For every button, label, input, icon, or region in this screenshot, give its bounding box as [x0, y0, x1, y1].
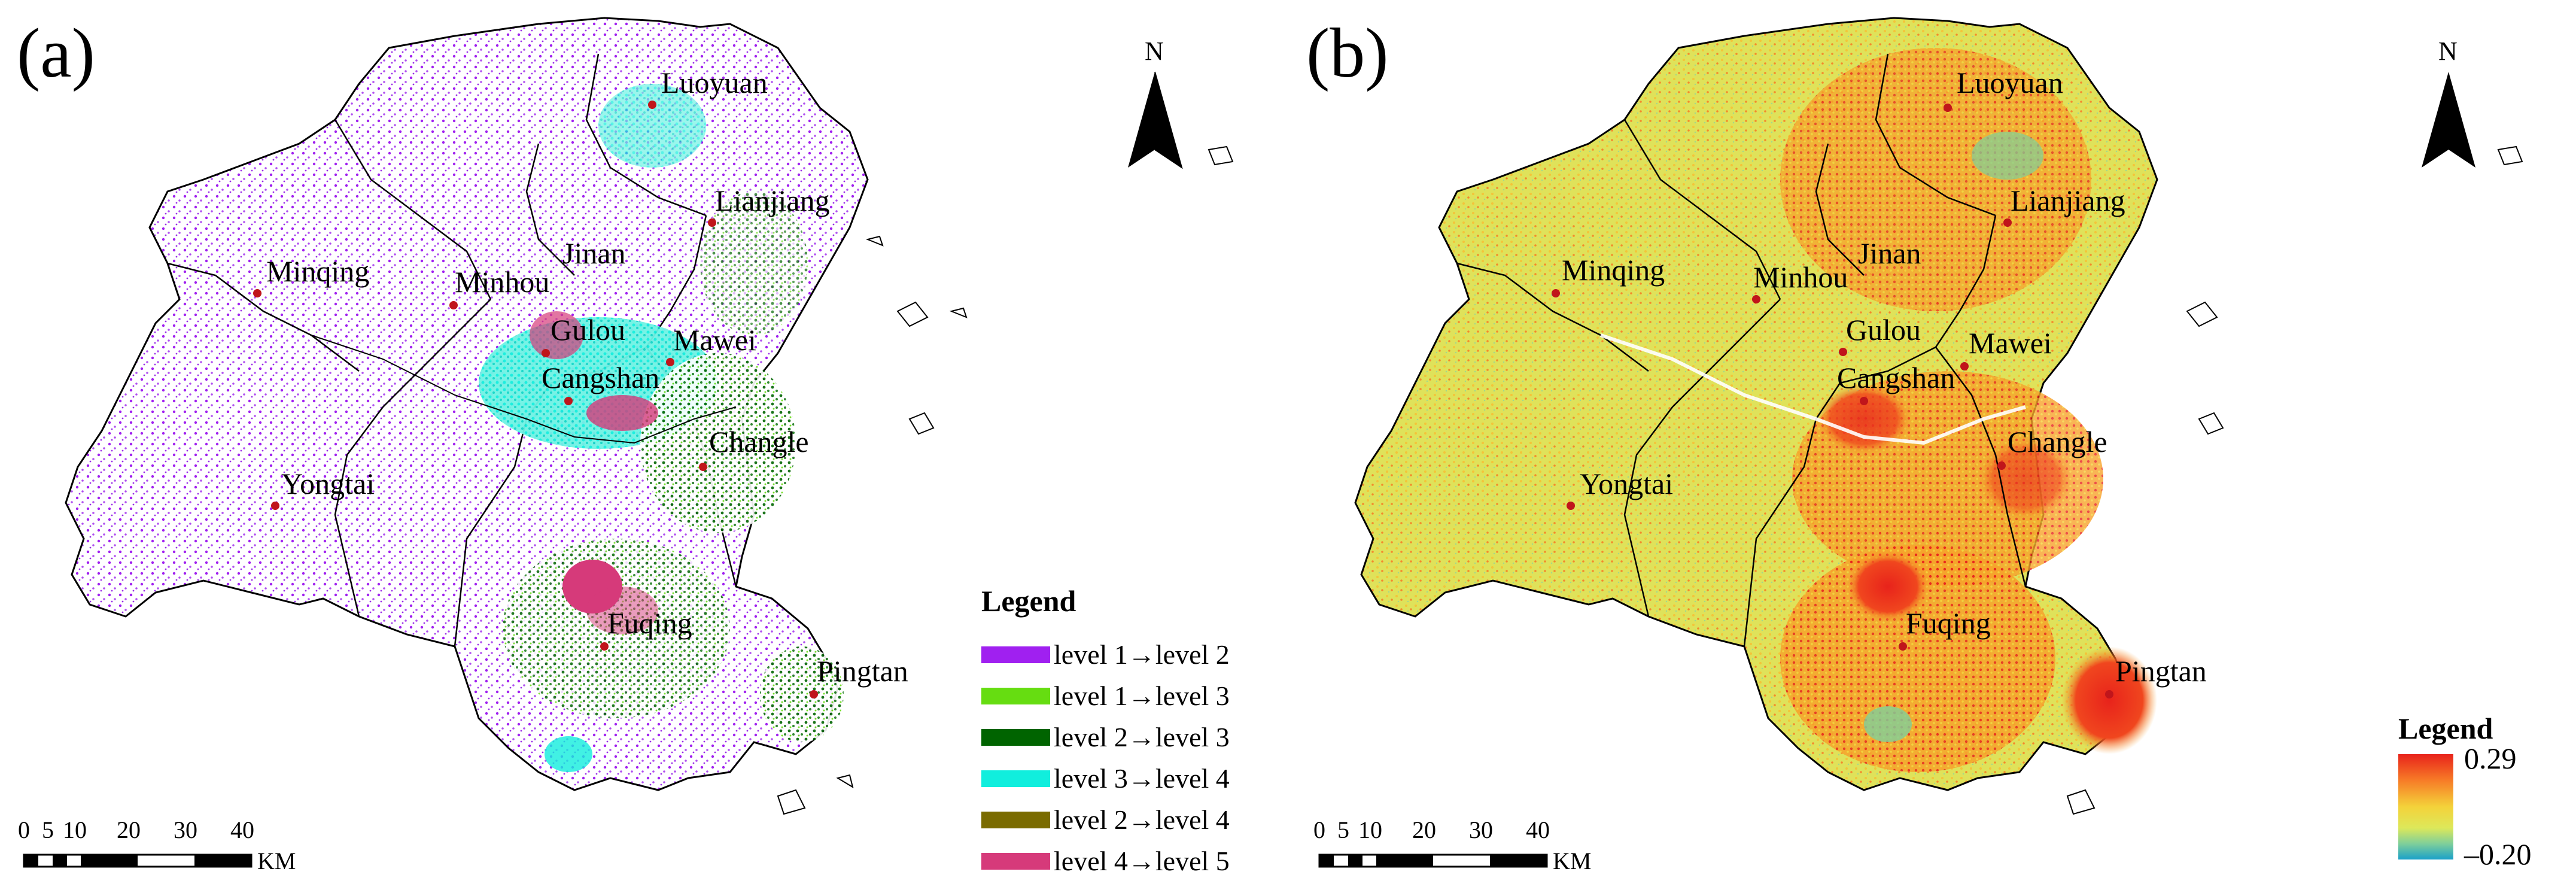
city-label-luoyuan: Luoyuan [661, 66, 768, 99]
legend-title: Legend [981, 584, 1076, 618]
scale-tick-40: 40 [230, 816, 254, 843]
legend-item: level 3→level 4 [981, 758, 1281, 799]
city-label-luoyuan: Luoyuan [1957, 66, 2063, 99]
islands [777, 145, 1234, 815]
city-labels: Luoyuan Lianjiang Jinan Minqing Minhou G… [266, 66, 908, 688]
legend-item: level 4→level 5 [981, 840, 1281, 882]
city-label-changle: Changle [2008, 425, 2107, 458]
legend-item: level 1→level 2 [981, 634, 1281, 675]
city-label-mawei: Mawei [1969, 326, 2052, 360]
scale-tick-40: 40 [1526, 816, 1550, 843]
legend-swatch [981, 811, 1050, 828]
panel-label: (a) [17, 14, 95, 92]
scale-tick-0: 0 [1313, 816, 1325, 843]
city-markers [1552, 104, 2113, 698]
city-label-lianjiang: Lianjiang [715, 184, 830, 217]
color-ramp-bar [2398, 754, 2453, 859]
city-label-minqing: Minqing [266, 254, 369, 288]
scale-bar: 0 5 10 20 30 40 KM [1313, 816, 1591, 874]
city-label-mawei: Mawei [673, 323, 756, 357]
city-label-cangshan: Cangshan [1837, 361, 1955, 394]
legend-swatch [981, 770, 1050, 787]
scale-tick-10: 10 [1358, 816, 1382, 843]
panel-b: (b) [1289, 0, 2576, 896]
city-label-changle: Changle [709, 425, 809, 458]
scale-unit: KM [1553, 848, 1591, 874]
map-a: Luoyuan Lianjiang Jinan Minqing Minhou G… [18, 17, 1234, 874]
legend-swatch [981, 728, 1050, 746]
legend-item-label: level 3→level 4 [1054, 763, 1230, 794]
scale-tick-5: 5 [42, 816, 54, 843]
scale-tick-20: 20 [117, 816, 141, 843]
legend-title: Legend [2398, 712, 2493, 745]
ramp-min-label: –0.20 [2464, 837, 2532, 871]
panel-a: (a) [0, 0, 1287, 896]
legend-item-label: level 2→level 3 [1054, 722, 1230, 752]
district-boundaries [1456, 53, 2027, 647]
index-hotspots [1780, 48, 2157, 772]
city-label-gulou: Gulou [551, 313, 625, 347]
scale-tick-0: 0 [18, 816, 30, 843]
legend-swatch [981, 852, 1050, 870]
change-clusters [479, 84, 844, 772]
scale-tick-10: 10 [63, 816, 87, 843]
legend-a: Legend level 1→level 2 level 1→level 3 l… [981, 584, 1281, 882]
city-label-minhou: Minhou [455, 265, 549, 299]
city-label-minhou: Minhou [1753, 260, 1848, 294]
legend-b: Legend 0.29 –0.20 [2398, 711, 2572, 871]
north-label: N [2438, 37, 2458, 66]
city-label-gulou: Gulou [1846, 313, 1921, 347]
city-markers [253, 101, 818, 698]
city-label-minqing: Minqing [1562, 253, 1665, 287]
city-label-pingtan: Pingtan [2115, 654, 2207, 688]
legend-item-label: level 1→level 2 [1054, 639, 1230, 670]
legend-item: level 2→level 3 [981, 716, 1281, 758]
scale-tick-30: 30 [1469, 816, 1493, 843]
legend-item-label: level 1→level 3 [1054, 681, 1230, 711]
north-label: N [1145, 37, 1164, 66]
scale-tick-5: 5 [1337, 816, 1349, 843]
legend-item-label: level 2→level 4 [1054, 804, 1230, 835]
city-label-pingtan: Pingtan [817, 654, 908, 688]
north-arrow-icon: N [1128, 37, 1183, 169]
city-label-fuqing: Fuqing [607, 606, 692, 640]
north-arrow-icon: N [2422, 37, 2475, 168]
scale-tick-20: 20 [1412, 816, 1436, 843]
panel-label: (b) [1306, 14, 1389, 92]
legend-item: level 1→level 3 [981, 675, 1281, 716]
city-label-yongtai: Yongtai [1580, 467, 1673, 500]
min-river [311, 335, 737, 444]
min-river [1600, 333, 2026, 445]
city-labels: Luoyuan Lianjiang Jinan Minqing Minhou G… [1562, 66, 2207, 688]
scale-bar: 0 5 10 20 30 40 KM [18, 816, 296, 874]
scale-unit: KM [257, 848, 296, 874]
city-label-fuqing: Fuqing [1906, 606, 1991, 640]
city-label-jinan: Jinan [1858, 236, 1921, 270]
legend-swatch [981, 687, 1050, 704]
city-label-yongtai: Yongtai [281, 467, 375, 500]
city-label-jinan: Jinan [562, 236, 626, 270]
ramp-max-label: 0.29 [2464, 742, 2517, 775]
legend-item-label: level 4→level 5 [1054, 846, 1230, 876]
legend-swatch [981, 646, 1050, 663]
islands [2066, 145, 2523, 815]
map-b: Luoyuan Lianjiang Jinan Minqing Minhou G… [1313, 17, 2523, 874]
city-label-cangshan: Cangshan [542, 361, 659, 394]
city-label-lianjiang: Lianjiang [2011, 184, 2125, 217]
scale-tick-30: 30 [174, 816, 197, 843]
color-ramp: 0.29 –0.20 [2398, 742, 2572, 871]
legend-item: level 2→level 4 [981, 799, 1281, 840]
